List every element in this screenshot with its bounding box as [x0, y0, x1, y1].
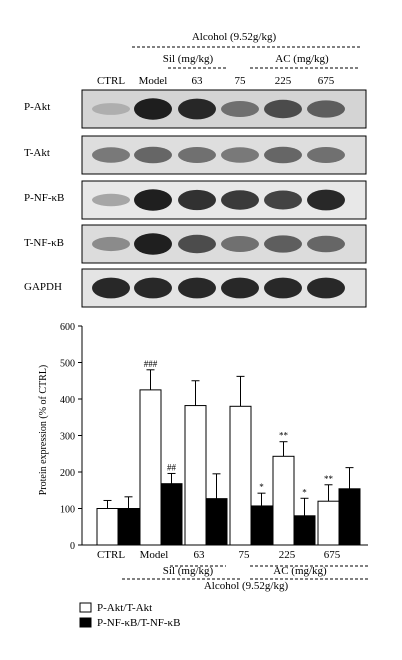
blot-band-3-2 [178, 234, 216, 254]
lane-label-5: 675 [318, 75, 335, 87]
blot-band-3-4 [264, 235, 302, 253]
blot-row-4: GAPDH [24, 268, 367, 308]
significance-mark-s1-3: * [259, 482, 264, 492]
blot-band-4-1 [134, 277, 172, 299]
blot-band-4-0 [92, 277, 130, 299]
y-tick-label-1: 100 [60, 505, 75, 516]
blot-band-0-5 [307, 100, 345, 118]
significance-mark-s1-4: * [302, 487, 307, 497]
blot-row-label-0: P-Akt [24, 101, 50, 113]
blot-row-1: T-Akt [24, 135, 367, 175]
significance-mark-s0-4: ** [279, 431, 289, 441]
blot-band-0-4 [264, 99, 302, 119]
significance-mark-s0-5: ** [324, 474, 334, 484]
blot-band-1-0 [92, 147, 130, 163]
blot-band-1-2 [178, 147, 216, 163]
blot-row-label-1: T-Akt [24, 147, 50, 159]
bar-s0-1 [139, 389, 162, 546]
bar-s0-5 [317, 500, 340, 546]
blot-band-3-1 [134, 233, 172, 255]
blot-band-3-5 [307, 235, 345, 253]
alcohol-header-label: Alcohol (9.52g/kg) [192, 31, 277, 43]
bar-s1-3 [250, 505, 273, 546]
blot-band-4-4 [264, 277, 302, 299]
chart-ylabel: Protein expression (% of CTRL) [38, 365, 49, 496]
blot-band-1-3 [221, 147, 259, 163]
legend: P-Akt/T-Akt P-NF-κB/T-NF-κB [79, 602, 180, 629]
y-tick-label-2: 200 [60, 468, 75, 479]
blot-band-0-0 [92, 103, 130, 115]
x-category-label-4: 225 [279, 549, 296, 561]
y-tick-label-5: 500 [60, 359, 75, 370]
lane-label-0: CTRL [97, 75, 125, 87]
blot-band-3-3 [221, 236, 259, 252]
blot-band-3-0 [92, 236, 130, 252]
blot-band-1-4 [264, 146, 302, 164]
blot-band-4-5 [307, 277, 345, 299]
legend-label-0: P-Akt/T-Akt [97, 602, 152, 614]
blot-row-label-3: T-NF-κB [24, 237, 64, 249]
blot-row-label-4: GAPDH [24, 281, 62, 293]
bar-s1-4 [293, 515, 316, 546]
y-tick-label-4: 400 [60, 395, 75, 406]
bar-s1-2 [205, 498, 228, 546]
bar-s1-0 [117, 508, 140, 546]
blot-header: Alcohol (9.52g/kg) Sil (mg/kg) AC (mg/kg… [97, 31, 362, 87]
lane-label-3: 75 [235, 75, 247, 87]
blot-band-2-5 [307, 189, 345, 211]
x-category-label-3: 75 [239, 549, 251, 561]
lane-label-2: 63 [192, 75, 204, 87]
blot-band-2-3 [221, 190, 259, 210]
y-tick-label-0: 0 [70, 541, 75, 552]
x-category-label-0: CTRL [97, 549, 125, 561]
blot-band-4-3 [221, 277, 259, 299]
blot-row-label-2: P-NF-κB [24, 192, 64, 204]
bar-s0-4 [272, 455, 295, 546]
lane-label-1: Model [139, 75, 168, 87]
legend-label-1: P-NF-κB/T-NF-κB [97, 617, 180, 629]
sil-header-label: Sil (mg/kg) [163, 53, 214, 65]
blot-band-2-1 [134, 189, 172, 211]
y-tick-label-3: 300 [60, 432, 75, 443]
blot-band-2-2 [178, 189, 216, 211]
x-category-label-5: 675 [324, 549, 341, 561]
significance-mark-s1-1: ## [167, 462, 177, 472]
blot-band-2-4 [264, 190, 302, 210]
blot-band-1-5 [307, 147, 345, 163]
x-category-label-1: Model [140, 549, 169, 561]
blot-row-0: P-Akt [24, 89, 367, 129]
blot-band-0-1 [134, 98, 172, 120]
bar-s0-0 [96, 508, 119, 546]
legend-swatch-1 [79, 617, 92, 628]
bar-s1-1 [160, 483, 183, 546]
blot-row-3: T-NF-κB [24, 224, 367, 264]
blot-band-1-1 [134, 146, 172, 164]
blot-band-4-2 [178, 277, 216, 299]
ac-header-label: AC (mg/kg) [275, 53, 329, 65]
bar-chart: Protein expression (% of CTRL) 0 100 200 30… [38, 322, 368, 592]
bar-s0-3 [229, 405, 252, 546]
chart-ac-label: AC (mg/kg) [273, 565, 327, 577]
chart-alcohol-label: Alcohol (9.52g/kg) [204, 580, 289, 592]
blot-band-0-2 [178, 98, 216, 120]
blot-row-2: P-NF-κB [24, 180, 367, 220]
blot-band-2-0 [92, 193, 130, 207]
bar-s0-2 [184, 405, 207, 546]
x-category-label-2: 63 [194, 549, 206, 561]
significance-mark-s0-1: ### [144, 359, 158, 369]
lane-label-4: 225 [275, 75, 292, 87]
bar-s1-5 [338, 488, 361, 546]
y-tick-label-6: 600 [60, 322, 75, 333]
chart-sil-label: Sil (mg/kg) [163, 565, 214, 577]
blot-band-0-3 [221, 101, 259, 117]
legend-swatch-0 [79, 602, 92, 613]
